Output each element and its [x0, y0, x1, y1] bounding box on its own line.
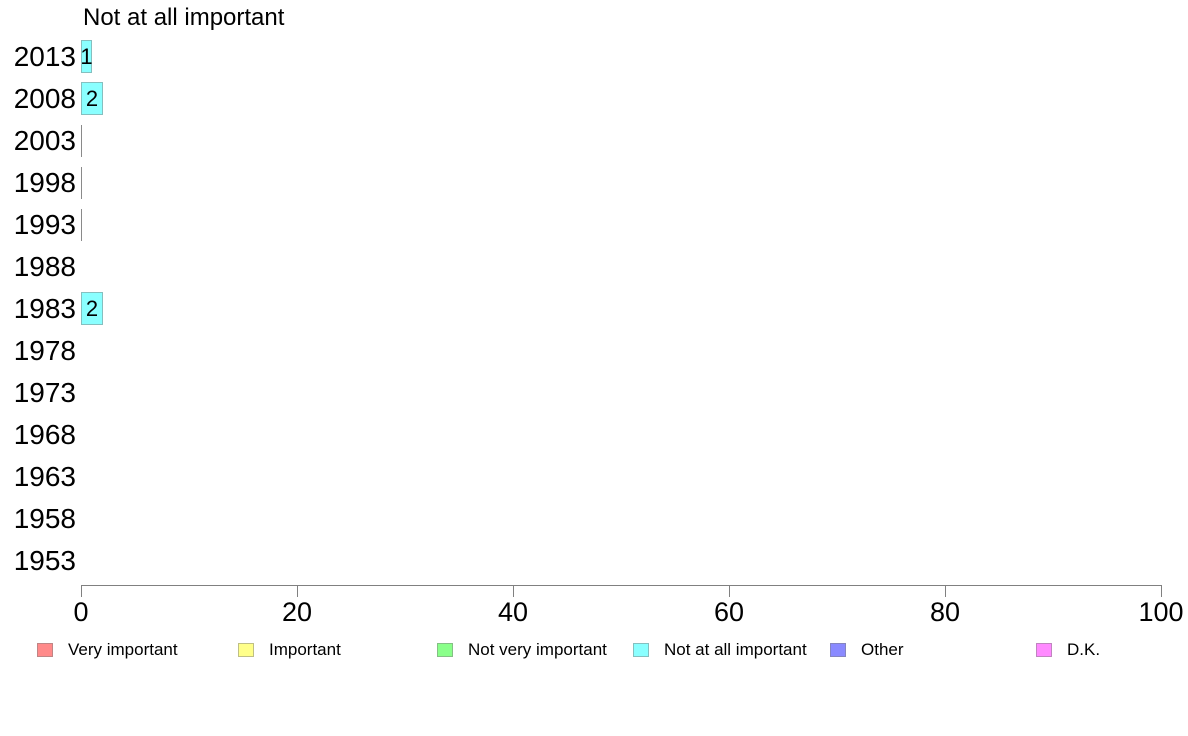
x-axis-tick	[513, 585, 514, 597]
bar-value-label: 2	[85, 295, 99, 321]
legend-item[interactable]: Other	[830, 640, 904, 659]
legend-label: Other	[861, 640, 904, 659]
x-axis-tick-label: 60	[713, 597, 745, 627]
bar-value-label: 2	[85, 85, 99, 111]
zero-value-bar	[81, 125, 82, 157]
bar: 1	[80, 40, 93, 73]
y-axis-label: 2013	[13, 41, 76, 72]
legend-swatch-icon	[830, 643, 846, 657]
y-axis-label: 2003	[13, 125, 76, 156]
bar-value-label: 1	[80, 43, 93, 69]
y-axis-label: 1968	[13, 419, 76, 450]
legend-label: Important	[269, 640, 341, 659]
zero-value-bar	[81, 167, 82, 199]
bar: 2	[81, 292, 103, 325]
y-axis-label: 1958	[13, 503, 76, 534]
legend-item[interactable]: Very important	[37, 640, 178, 659]
legend-item[interactable]: Important	[238, 640, 341, 659]
x-axis-tick	[81, 585, 82, 597]
legend-swatch-icon	[633, 643, 649, 657]
x-axis-tick	[729, 585, 730, 597]
legend-swatch-icon	[437, 643, 453, 657]
y-axis-label: 2008	[13, 83, 76, 114]
legend-swatch-icon	[37, 643, 53, 657]
y-axis-label: 1983	[13, 293, 76, 324]
x-axis-tick	[1161, 585, 1162, 597]
legend-item[interactable]: Not at all important	[633, 640, 807, 659]
y-axis-label: 1988	[13, 251, 76, 282]
legend-label: Not very important	[468, 640, 607, 659]
x-axis-tick-label: 40	[497, 597, 529, 627]
chart-title: Not at all important	[83, 4, 285, 31]
bar: 2	[81, 82, 103, 115]
legend-label: D.K.	[1067, 640, 1101, 659]
legend-swatch-icon	[1036, 643, 1052, 657]
legend-label: Very important	[68, 640, 178, 659]
x-axis-tick	[945, 585, 946, 597]
legend-swatch-icon	[238, 643, 254, 657]
y-axis-label: 1973	[13, 377, 76, 408]
y-axis-label: 1963	[13, 461, 76, 492]
legend-label: Not at all important	[664, 640, 807, 659]
x-axis-line	[81, 585, 1162, 586]
x-axis-tick-label: 20	[281, 597, 313, 627]
x-axis-tick	[297, 585, 298, 597]
zero-value-bar	[81, 209, 82, 241]
legend-item[interactable]: Not very important	[437, 640, 607, 659]
y-axis-label: 1998	[13, 167, 76, 198]
y-axis-label: 1978	[13, 335, 76, 366]
x-axis-tick-label: 100	[1138, 597, 1184, 627]
y-axis-label: 1953	[13, 545, 76, 576]
y-axis-label: 1993	[13, 209, 76, 240]
x-axis-tick-label: 80	[929, 597, 961, 627]
legend-item[interactable]: D.K.	[1036, 640, 1101, 659]
x-axis-tick-label: 0	[73, 597, 89, 627]
